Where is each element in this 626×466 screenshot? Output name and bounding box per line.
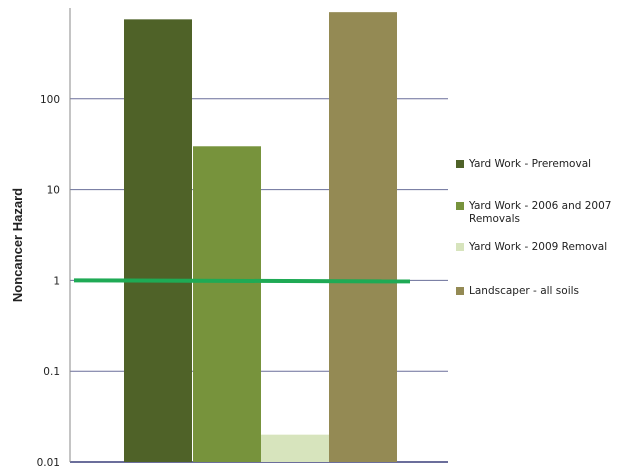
legend-item-2: Yard Work - 2006 and 2007 Removals [456,200,626,226]
legend-swatch [456,287,464,295]
bar-3 [261,434,329,462]
y-tick-label: 10 [47,185,60,197]
bar-2 [193,146,261,462]
legend-label: Landscaper - all soils [469,285,579,297]
y-tick-labels: 0.01 0.1 1 10 100 [37,94,60,466]
legend-item-1: Yard Work - Preremoval [456,158,626,171]
y-tick-label: 0.1 [43,366,60,378]
legend-item-4: Landscaper - all soils [456,285,626,298]
y-tick-label: 1 [53,275,60,287]
y-tick-label: 100 [40,94,60,106]
bar-4 [329,12,397,462]
reference-line-1 [73,278,411,284]
bars [124,12,397,463]
legend-label: Yard Work - Preremoval [469,158,592,170]
legend-swatch [456,202,464,210]
bar-1 [124,19,192,463]
y-axis-label: Noncancer Hazard [10,188,25,302]
y-tick-label: 0.01 [37,457,60,466]
legend-label: Yard Work - 2009 Removal [469,241,608,253]
legend-swatch [456,160,464,168]
legend-label: Yard Work - 2006 and 2007 Removals [469,200,612,225]
legend-swatch [456,243,464,251]
legend-item-3: Yard Work - 2009 Removal [456,241,626,254]
